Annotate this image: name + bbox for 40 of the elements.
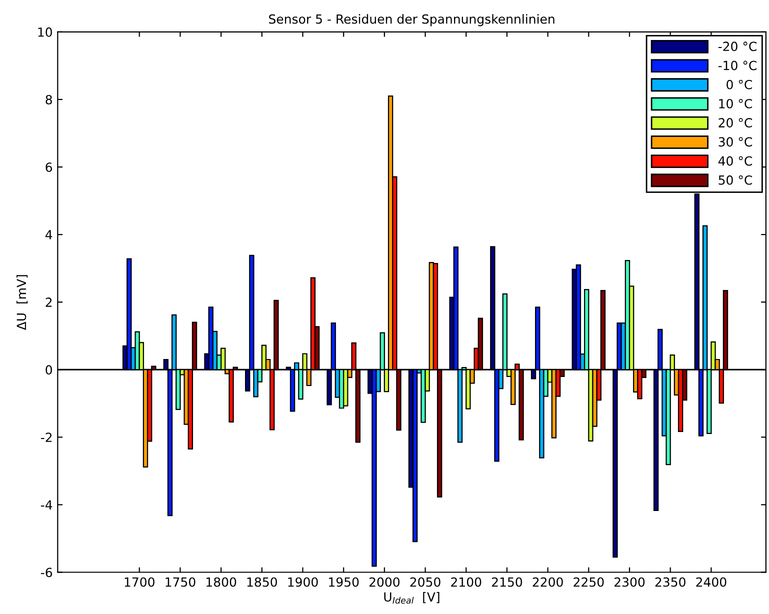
x-tick-label: 2350 <box>655 577 686 587</box>
legend-label: 40 °C <box>718 156 752 166</box>
legend-label: 20 °C <box>718 118 752 128</box>
bar <box>372 369 377 567</box>
legend-label: 10 °C <box>719 98 752 108</box>
legend-label: 30 °C <box>718 137 752 147</box>
y-tick-label: 4 <box>45 230 52 240</box>
y-tick-label: 0 <box>46 365 52 375</box>
legend-label: 50 °C <box>718 175 752 185</box>
x-tick-label: 2300 <box>614 577 645 587</box>
y-tick-label: -2 <box>40 432 52 442</box>
legend-label: 0 °C <box>726 80 752 90</box>
x-tick-label: 2000 <box>369 577 400 587</box>
x-tick-label: 2250 <box>574 577 604 587</box>
legend-label: -10 °C <box>718 60 756 70</box>
y-tick-label: 6 <box>46 162 52 172</box>
x-axis-title: U$_{Ideal}$ [V] <box>384 592 440 604</box>
x-tick-label: 1850 <box>247 577 277 587</box>
x-tick-label: 2150 <box>492 577 522 587</box>
bar <box>412 369 418 542</box>
x-tick-label: 1700 <box>124 577 154 587</box>
y-tick-label: 8 <box>46 94 52 104</box>
bar <box>420 369 426 423</box>
x-tick-label: 1900 <box>288 577 318 587</box>
y-tick-label: -6 <box>40 568 52 578</box>
x-tick-label: 2050 <box>410 577 440 587</box>
bar <box>343 369 348 406</box>
x-tick-label: 1800 <box>206 577 236 587</box>
y-tick-label: 10 <box>38 27 52 37</box>
legend-label: -20 °C <box>718 42 756 52</box>
x-tick-label: 2400 <box>696 577 726 587</box>
x-tick-label: 2100 <box>451 577 482 587</box>
y-tick-label: -4 <box>40 500 52 510</box>
x-tick-label: 2200 <box>532 577 563 587</box>
y-axis-title: ΔU [mV] <box>16 275 28 330</box>
bar <box>637 369 642 400</box>
x-tick-label: 1950 <box>329 577 359 587</box>
y-tick-label: 2 <box>46 298 52 307</box>
x-tick-label: 1750 <box>166 577 196 587</box>
chart-title: Sensor 5 - Residuen der Spannungskennlinien <box>269 14 554 26</box>
